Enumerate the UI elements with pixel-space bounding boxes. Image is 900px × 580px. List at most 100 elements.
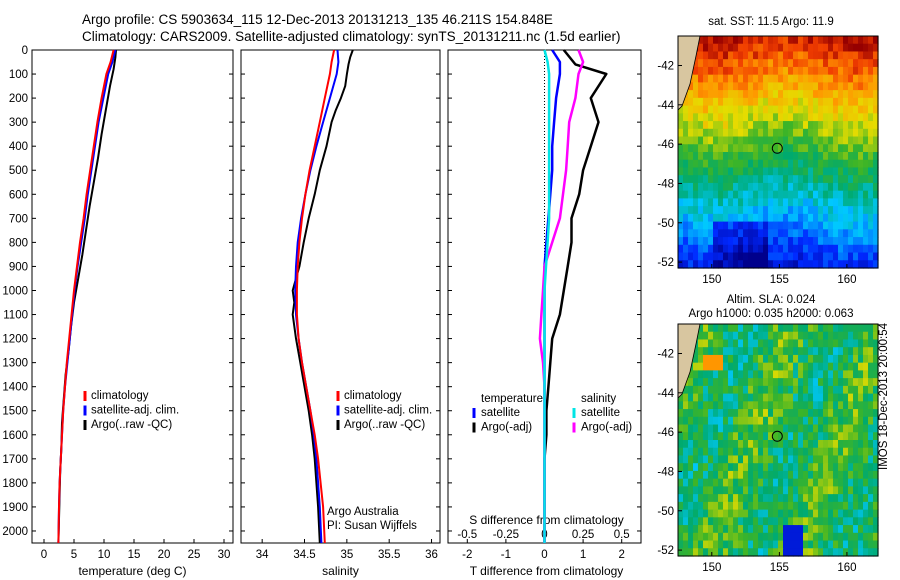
map-cell	[818, 525, 824, 534]
map-cell	[838, 501, 844, 511]
map-cell	[778, 244, 784, 254]
map-cell	[753, 362, 759, 371]
map-cell	[858, 525, 864, 534]
map-cell	[748, 74, 754, 83]
map-cell	[828, 525, 834, 534]
map-cell	[858, 90, 864, 99]
y-tick-label: 400	[9, 141, 28, 153]
map-cell	[863, 121, 869, 130]
map-cell	[778, 159, 784, 169]
map-cell	[708, 393, 714, 402]
map-cell	[718, 540, 724, 549]
map-cell	[803, 347, 809, 356]
map-cell	[823, 401, 829, 410]
map-cell	[788, 370, 794, 379]
map-cell	[708, 424, 714, 433]
map-cell	[768, 121, 774, 130]
map-cell	[853, 509, 859, 518]
map-cell	[808, 509, 814, 518]
map-cell	[683, 182, 689, 192]
map-cell	[753, 432, 759, 441]
map-cell	[748, 478, 754, 487]
map-cell	[788, 339, 794, 348]
map-cell	[818, 152, 824, 161]
map-cell	[768, 463, 774, 472]
map-cell	[763, 152, 769, 161]
map-cell	[783, 36, 789, 45]
map-cell	[793, 213, 799, 223]
map-cell	[753, 97, 759, 107]
map-cell	[758, 440, 764, 449]
map-cell	[693, 455, 699, 464]
map-cell	[688, 182, 694, 192]
legend-label: Argo(-adj)	[581, 422, 632, 434]
map-cell	[868, 229, 874, 238]
map-cell	[833, 237, 839, 246]
map-cell	[728, 385, 734, 395]
map-cell	[808, 354, 814, 364]
map-cell	[728, 97, 734, 107]
map-cell	[708, 198, 714, 207]
map-cell	[828, 252, 834, 261]
map-cell	[833, 244, 839, 254]
map-cell	[728, 82, 734, 91]
map-cell	[678, 455, 684, 464]
map-cell	[833, 470, 839, 480]
map-cell	[793, 198, 799, 207]
map-cell	[838, 354, 844, 364]
map-cell	[853, 36, 859, 45]
map-cell	[703, 370, 709, 379]
map-cell	[713, 252, 719, 261]
map-cell	[768, 105, 774, 114]
map-cell	[793, 260, 799, 269]
map-cell	[678, 121, 684, 130]
map-cell	[868, 494, 874, 503]
map-cell	[803, 121, 809, 130]
map-cell	[828, 532, 834, 542]
map-cell	[713, 447, 719, 457]
map-cell	[778, 509, 784, 518]
map-cell	[728, 260, 734, 269]
map-cell	[798, 51, 804, 60]
map-cell	[678, 190, 684, 199]
map-cell	[868, 128, 874, 138]
argo-float-marker	[771, 430, 783, 442]
map-cell	[788, 167, 794, 176]
map-cell	[798, 494, 804, 503]
map-cell	[868, 440, 874, 449]
map-cell	[808, 159, 814, 169]
map-cell	[798, 121, 804, 130]
map-cell	[843, 244, 849, 254]
map-cell	[708, 252, 714, 261]
map-cell	[838, 136, 844, 145]
map-cell	[683, 478, 689, 487]
map-cell	[713, 362, 719, 371]
map-cell	[758, 206, 764, 215]
map-cell	[793, 432, 799, 441]
map-cell	[848, 385, 854, 395]
map-cell	[788, 244, 794, 254]
map-cell	[813, 198, 819, 207]
map-cell	[718, 43, 724, 53]
map-cell	[773, 424, 779, 433]
map-cell	[833, 409, 839, 418]
map-cell	[718, 213, 724, 223]
map-cell	[688, 260, 694, 269]
map-cell	[703, 121, 709, 130]
map-cell	[838, 51, 844, 60]
map-cell	[743, 51, 749, 60]
map-cell	[803, 190, 809, 199]
map-cell	[818, 182, 824, 192]
x-tick-label: 25	[188, 549, 201, 561]
map-cell	[713, 190, 719, 199]
map-cell	[773, 540, 779, 549]
map-cell	[868, 424, 874, 433]
map-cell	[693, 486, 699, 495]
map-cell	[798, 509, 804, 518]
map-cell	[763, 221, 769, 230]
map-cell	[808, 167, 814, 176]
map-cell	[683, 494, 689, 503]
x-tick-label: 35	[340, 549, 353, 561]
map-cell	[688, 97, 694, 107]
map-cell	[748, 486, 754, 495]
